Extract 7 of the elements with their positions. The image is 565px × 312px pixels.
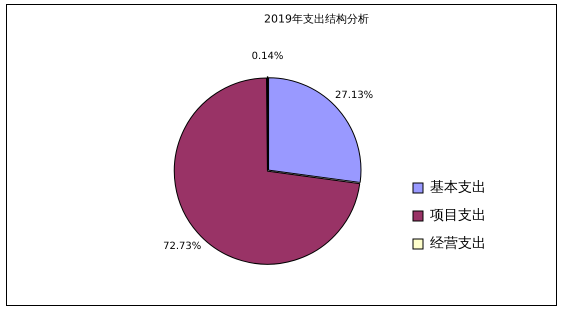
legend-label: 基本支出 (430, 180, 486, 196)
legend-label: 项目支出 (430, 208, 486, 224)
chart-title: 2019年支出结构分析 (264, 12, 369, 26)
data-label: 72.73% (163, 240, 202, 252)
legend-label: 经营支出 (430, 236, 486, 252)
data-label: 27.13% (335, 90, 374, 101)
data-label: 0.14% (252, 50, 284, 62)
